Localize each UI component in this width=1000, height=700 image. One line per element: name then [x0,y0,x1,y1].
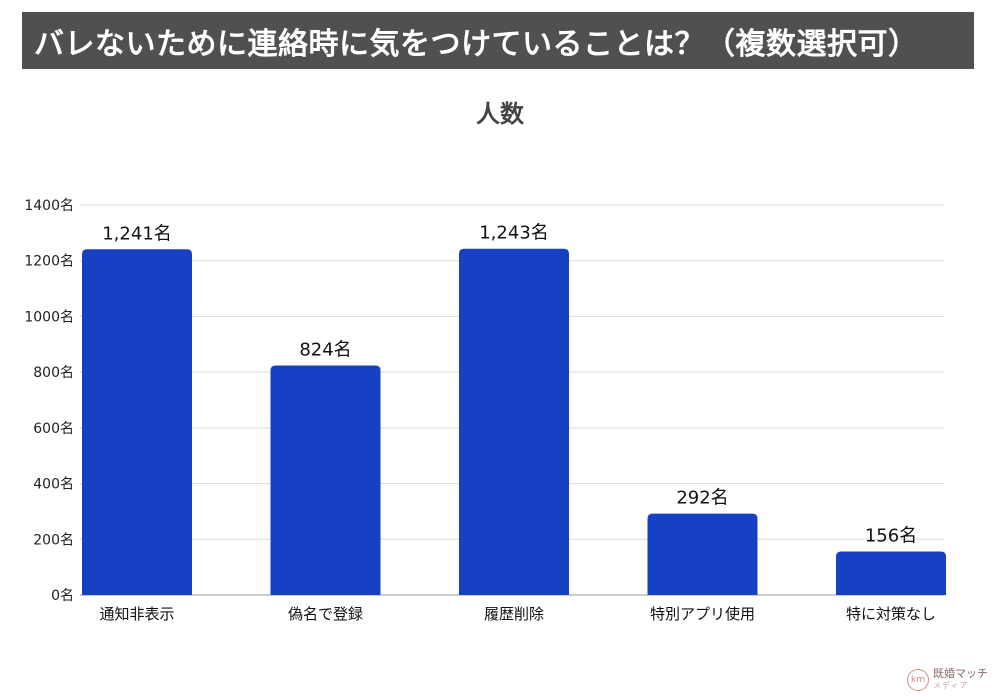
x-tick-label: 特別アプリ使用 [650,605,755,623]
y-tick-label: 0名 [51,588,74,604]
x-tick-label: 特に対策なし [846,605,936,623]
x-tick-label: 偽名で登録 [288,605,363,623]
y-tick-label: 400名 [33,477,74,493]
data-label: 824名 [299,339,351,360]
x-tick-label: 履歴削除 [484,605,544,623]
bar [270,365,381,595]
y-tick-label: 1000名 [24,309,74,325]
data-label: 1,241名 [102,223,172,244]
bar [836,551,946,595]
y-tick-label: 1200名 [24,254,74,270]
data-label: 156名 [865,526,917,547]
y-tick-label: 200名 [33,532,74,548]
bar [647,513,758,595]
brand-watermark: km 既婚マッチ メディア [907,668,988,692]
bar [82,249,192,596]
data-label: 292名 [676,488,728,509]
bar [459,248,569,595]
chart-header-title: バレないために連絡時に気をつけていることは？（複数選択可） [22,12,974,69]
brand-logo-icon: km [907,669,929,691]
chart-title: 人数 [476,100,524,128]
data-label: 1,243名 [479,223,549,244]
y-tick-label: 1400名 [24,198,74,214]
brand-sub: メディア [933,681,969,690]
brand-name: 既婚マッチ [933,667,988,680]
x-tick-label: 通知非表示 [99,605,174,623]
y-tick-label: 600名 [33,421,74,437]
y-tick-label: 800名 [33,365,74,381]
